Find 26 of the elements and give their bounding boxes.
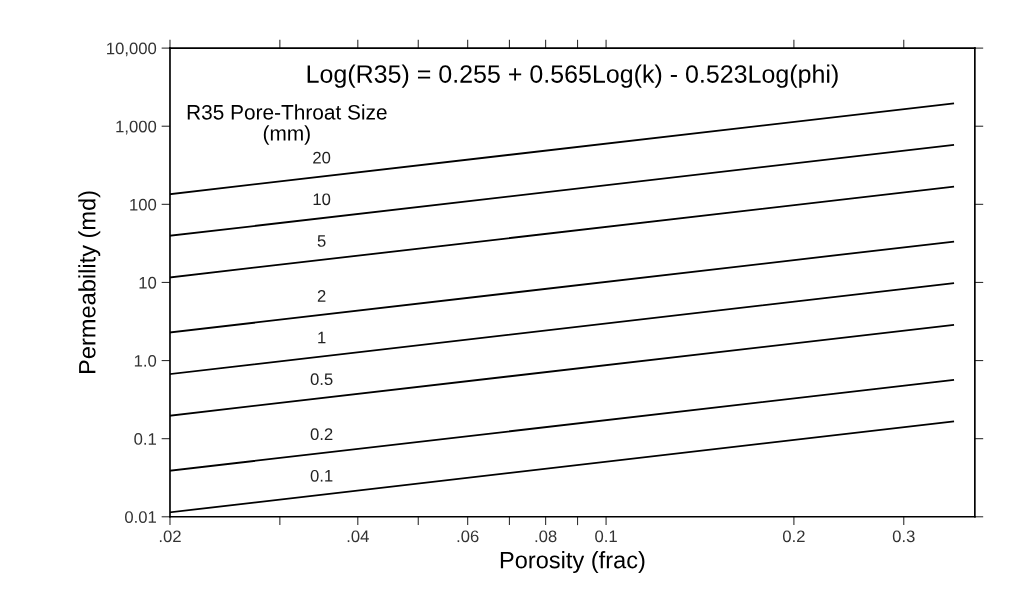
x-tick-label: .06 bbox=[457, 530, 479, 543]
x-tick-label: .08 bbox=[535, 530, 557, 543]
annotation: Log(R35) = 0.255 + 0.565Log(k) - 0.523Log(phi) bbox=[307, 64, 838, 88]
y-tick-label: 0.01 bbox=[125, 511, 156, 523]
series-label: 0.2 bbox=[310, 428, 333, 441]
y-axis-title: Permeability (md) bbox=[78, 191, 101, 373]
annotation: R35 Pore-Throat Size (mm) bbox=[187, 104, 387, 145]
series-label: 5 bbox=[317, 235, 326, 247]
y-tick-label: 0.1 bbox=[134, 433, 156, 445]
y-tick-label: 10 bbox=[139, 276, 157, 289]
y-tick-label: 1.0 bbox=[134, 354, 157, 367]
series-label: 1 bbox=[318, 331, 326, 344]
series-label: 0.5 bbox=[310, 373, 333, 386]
x-tick-label: .02 bbox=[159, 530, 181, 543]
series-label: 10 bbox=[313, 193, 331, 206]
y-tick-label: 10,000 bbox=[107, 42, 157, 57]
series-label: 0.1 bbox=[310, 469, 333, 482]
x-tick-label: 0.1 bbox=[595, 530, 617, 543]
series-label: 20 bbox=[313, 151, 331, 164]
y-tick-label: 1,000 bbox=[116, 120, 157, 135]
x-tick-label: 0.3 bbox=[892, 530, 915, 543]
y-tick-label: 100 bbox=[130, 198, 157, 211]
series-label: 2 bbox=[317, 290, 326, 302]
x-tick-label: .04 bbox=[347, 530, 369, 543]
x-axis-title: Porosity (frac) bbox=[500, 551, 645, 574]
x-tick-label: 0.2 bbox=[782, 530, 805, 543]
